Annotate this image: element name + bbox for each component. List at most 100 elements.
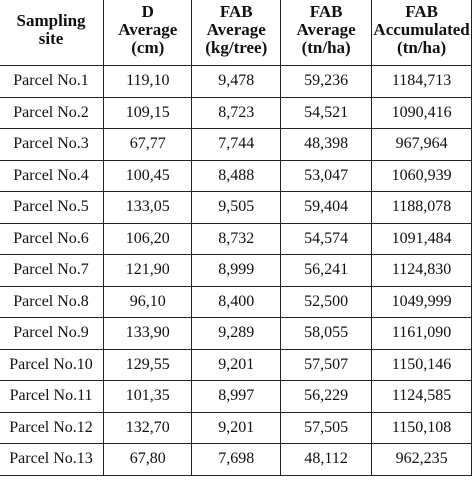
table-row: Parcel No.5 133,05 9,505 59,404 1188,078 (0, 191, 472, 224)
fab-average-kg-tree-cell: 9,478 (191, 65, 282, 98)
fab-average-kg-tree-cell: 9,505 (191, 191, 282, 224)
d-average-cell: 101,35 (103, 380, 193, 413)
fab-average-tn-ha-cell: 48,398 (280, 128, 373, 161)
table-header: Sampling site D Average (cm) FAB Average (kg/tr… (0, 0, 472, 66)
fab-accumulated-cell: 1090,416 (371, 96, 472, 129)
fab-accumulated-cell: 1161,090 (371, 317, 472, 350)
fab-average-kg-tree-cell: 9,289 (191, 317, 282, 350)
fab-average-tn-ha-cell: 57,505 (280, 411, 373, 444)
table-row: Parcel No.11 101,35 8,997 56,229 1124,585 (0, 380, 472, 413)
d-average-cell: 121,90 (103, 254, 193, 287)
sampling-site-cell: Parcel No.1 (0, 65, 105, 98)
table-row: Parcel No.1 119,10 9,478 59,236 1184,713 (0, 65, 472, 98)
fab-accumulated-cell: 1124,585 (371, 380, 472, 413)
header-line: Sampling (16, 11, 86, 30)
table-row: Parcel No.4 100,45 8,488 53,047 1060,939 (0, 159, 472, 192)
header-line: (tn/ha) (301, 38, 351, 57)
header-line: FAB (309, 2, 343, 21)
d-average-cell: 106,20 (103, 222, 193, 255)
fab-average-tn-ha-cell: 59,404 (280, 191, 373, 224)
fab-average-tn-ha-cell: 57,507 (280, 348, 373, 381)
d-average-cell: 67,77 (103, 128, 193, 161)
fab-average-kg-tree-cell: 8,400 (191, 285, 282, 318)
sampling-site-cell: Parcel No.3 (0, 128, 105, 161)
d-average-cell: 132,70 (103, 411, 193, 444)
fab-average-tn-ha-cell: 58,055 (280, 317, 373, 350)
fab-average-tn-ha-cell: 53,047 (280, 159, 373, 192)
sampling-site-cell: Parcel No.7 (0, 254, 105, 287)
table-row: Parcel No.10 129,55 9,201 57,507 1150,146 (0, 348, 472, 381)
d-average-cell: 133,05 (103, 191, 193, 224)
d-average-cell: 109,15 (103, 96, 193, 129)
d-average-cell: 119,10 (103, 65, 193, 98)
fab-average-kg-tree-cell: 9,201 (191, 348, 282, 381)
sampling-site-cell: Parcel No.4 (0, 159, 105, 192)
table-row: Parcel No.2 109,15 8,723 54,521 1090,416 (0, 96, 472, 129)
fab-average-kg-tree-cell: 8,723 (191, 96, 282, 129)
fab-accumulated-cell: 1060,939 (371, 159, 472, 192)
d-average-cell: 129,55 (103, 348, 193, 381)
fab-average-tn-ha-cell: 52,500 (280, 285, 373, 318)
sampling-site-cell: Parcel No.2 (0, 96, 105, 129)
header-d-average: D Average (cm) (103, 0, 193, 66)
table-row: Parcel No.12 132,70 9,201 57,505 1150,108 (0, 411, 472, 444)
fab-average-kg-tree-cell: 9,201 (191, 411, 282, 444)
table-row: Parcel No.13 67,80 7,698 48,112 962,235 (0, 443, 472, 476)
table-row: Parcel No.6 106,20 8,732 54,574 1091,484 (0, 222, 472, 255)
table-row: Parcel No.7 121,90 8,999 56,241 1124,830 (0, 254, 472, 287)
fab-average-tn-ha-cell: 48,112 (280, 443, 373, 476)
header-line: Average (118, 20, 178, 39)
header-line: (tn/ha) (397, 38, 447, 57)
fab-accumulated-cell: 1184,713 (371, 65, 472, 98)
sampling-site-cell: Parcel No.9 (0, 317, 105, 350)
fab-accumulated-cell: 1150,146 (371, 348, 472, 381)
sampling-site-cell: Parcel No.13 (0, 443, 105, 476)
table-row: Parcel No.8 96,10 8,400 52,500 1049,999 (0, 285, 472, 318)
sampling-site-cell: Parcel No.11 (0, 380, 105, 413)
table-body: Parcel No.1 119,10 9,478 59,236 1184,713 Parc… (0, 65, 472, 476)
table-row: Parcel No.9 133,90 9,289 58,055 1161,090 (0, 317, 472, 350)
fab-average-kg-tree-cell: 8,732 (191, 222, 282, 255)
header-line: Average (206, 20, 266, 39)
table-row: Parcel No.3 67,77 7,744 48,398 967,964 (0, 128, 472, 161)
fab-average-kg-tree-cell: 7,744 (191, 128, 282, 161)
header-line: site (38, 29, 64, 48)
header-line: Accumulated (373, 20, 470, 39)
header-fab-accumulated: FAB Accumulated (tn/ha) (371, 0, 472, 66)
fab-accumulated-cell: 1049,999 (371, 285, 472, 318)
header-sampling-site: Sampling site (0, 0, 105, 66)
fab-average-tn-ha-cell: 54,521 (280, 96, 373, 129)
fab-accumulated-cell: 1150,108 (371, 411, 472, 444)
fab-average-tn-ha-cell: 54,574 (280, 222, 373, 255)
sampling-site-cell: Parcel No.6 (0, 222, 105, 255)
sampling-site-cell: Parcel No.8 (0, 285, 105, 318)
header-line: FAB (219, 2, 253, 21)
header-line: Average (296, 20, 356, 39)
fab-average-kg-tree-cell: 7,698 (191, 443, 282, 476)
header-line: D (141, 2, 154, 21)
fab-accumulated-cell: 1124,830 (371, 254, 472, 287)
fab-accumulated-cell: 1091,484 (371, 222, 472, 255)
fab-average-kg-tree-cell: 8,997 (191, 380, 282, 413)
header-line: FAB (405, 2, 438, 21)
d-average-cell: 67,80 (103, 443, 193, 476)
fab-accumulated-cell: 1188,078 (371, 191, 472, 224)
header-row: Sampling site D Average (cm) FAB Average (kg/tr… (0, 0, 472, 66)
header-fab-average-tn-ha: FAB Average (tn/ha) (280, 0, 373, 66)
fab-average-tn-ha-cell: 56,229 (280, 380, 373, 413)
sampling-site-cell: Parcel No.5 (0, 191, 105, 224)
header-line: (kg/tree) (205, 38, 268, 57)
header-line: (cm) (131, 38, 165, 57)
fab-average-kg-tree-cell: 8,488 (191, 159, 282, 192)
fab-average-kg-tree-cell: 8,999 (191, 254, 282, 287)
fab-average-tn-ha-cell: 59,236 (280, 65, 373, 98)
header-fab-average-kg-tree: FAB Average (kg/tree) (191, 0, 282, 66)
sampling-site-cell: Parcel No.10 (0, 348, 105, 381)
d-average-cell: 100,45 (103, 159, 193, 192)
d-average-cell: 133,90 (103, 317, 193, 350)
sampling-site-cell: Parcel No.12 (0, 411, 105, 444)
fab-accumulated-cell: 967,964 (371, 128, 472, 161)
d-average-cell: 96,10 (103, 285, 193, 318)
fab-average-tn-ha-cell: 56,241 (280, 254, 373, 287)
